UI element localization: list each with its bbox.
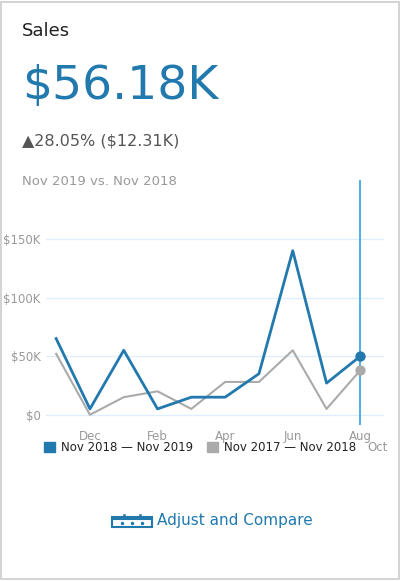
Text: Sales: Sales — [22, 22, 70, 40]
Text: $56.18K: $56.18K — [22, 63, 218, 109]
Text: Adjust and Compare: Adjust and Compare — [157, 514, 313, 529]
Legend: Nov 2018 — Nov 2019, Nov 2017 — Nov 2018: Nov 2018 — Nov 2019, Nov 2017 — Nov 2018 — [44, 441, 356, 454]
Text: Oct: Oct — [367, 440, 388, 454]
Point — [357, 352, 364, 361]
Text: Nov 2019 vs. Nov 2018: Nov 2019 vs. Nov 2018 — [22, 175, 177, 188]
Point — [357, 365, 364, 375]
Text: ▲28.05% ($12.31K): ▲28.05% ($12.31K) — [22, 134, 179, 149]
